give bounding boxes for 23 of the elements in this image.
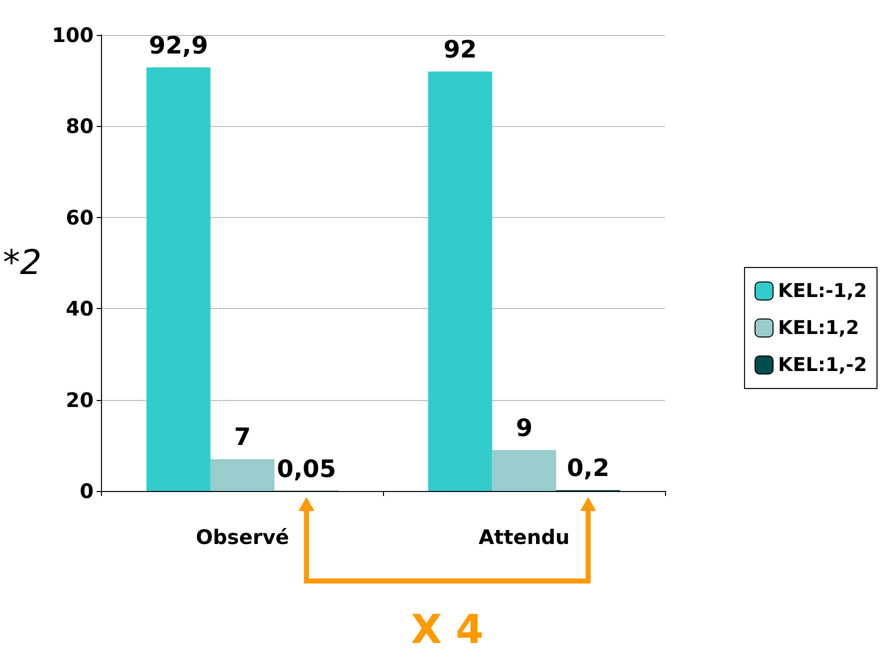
y-tick-label: 20 — [66, 388, 94, 412]
legend-label: KEL:1,2 — [778, 317, 860, 339]
y-tick-label: 60 — [66, 205, 94, 230]
y-tick-label: 80 — [66, 114, 94, 138]
data-label: 92,9 — [148, 31, 208, 60]
y-tick-label: 40 — [66, 296, 94, 321]
data-label: 7 — [234, 423, 251, 452]
bar — [146, 67, 210, 491]
data-label: 0,05 — [276, 454, 336, 483]
bar — [492, 450, 556, 491]
data-label: 92 — [443, 35, 477, 64]
legend-label: KEL:-1,2 — [778, 280, 867, 302]
text: X 4 — [411, 607, 484, 653]
legend-label: KEL:1,-2 — [778, 354, 867, 376]
y-axis-title: *2 — [2, 243, 42, 283]
x-tick-label: Attendu — [478, 525, 570, 549]
bar — [428, 71, 492, 491]
bar — [210, 459, 274, 491]
data-label: 0,2 — [566, 454, 610, 482]
y-tick-label: 100 — [52, 23, 94, 47]
data-label: 9 — [516, 414, 533, 442]
x-tick-label: Observé — [196, 525, 290, 549]
y-tick-label: 0 — [80, 479, 94, 503]
